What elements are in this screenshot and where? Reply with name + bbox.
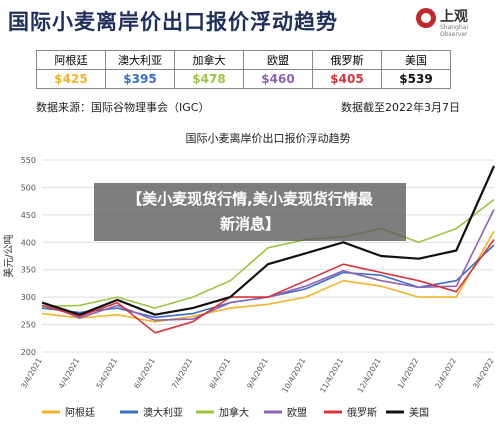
y-tick-label: 300 [21,293,36,302]
overlay-line-2: 新消息】 [219,215,280,233]
price-value: $460 [243,69,313,89]
price-table-header-row: 阿根廷 澳大利亚 加拿大 欧盟 俄罗斯 美国 [36,50,451,70]
y-axis-label: 美元/公吨 [2,234,15,277]
data-source: 数据来源：国际谷物理事会（IGC） [36,101,210,114]
publisher-logo: 上观 Shanghai Observer [416,6,490,38]
x-tick-label: 9/4/2021 [245,356,270,390]
logo-name: 上观 [440,9,468,25]
series-line-0 [41,230,495,323]
y-tick-label: 400 [21,238,36,247]
y-tick-label: 450 [21,211,36,220]
x-tick-label: 1/4/2022 [396,356,421,390]
x-tick-label: 5/4/2021 [94,356,119,390]
article-title-overlay[interactable]: 【美小麦现货行情,美小麦现货行情最 新消息】 [94,183,406,241]
x-tick-label: 3/4/2022 [471,356,496,390]
x-tick-label: 11/4/2021 [318,356,345,394]
price-value: $395 [105,69,175,89]
price-value: $405 [312,69,382,89]
chart-title: 国际小麦离岸价出口报价浮动趋势 [186,131,351,145]
overlay-line-1: 【美小麦现货行情,美小麦现货行情最 [127,190,373,208]
x-tick-label: 8/4/2021 [207,356,232,390]
y-tick-label: 250 [21,321,36,330]
legend-label: 欧盟 [287,407,307,419]
y-tick-label: 550 [21,156,36,165]
data-date: 数据截至2022年3月7日 [341,101,460,114]
x-tick-label: 12/4/2021 [356,356,383,394]
series-line-4 [41,239,495,334]
logo-subtitle: Shanghai Observer [440,24,469,38]
price-table: 阿根廷 澳大利亚 加拿大 欧盟 俄罗斯 美国 $425 $395 $478 $4… [36,50,451,89]
page-title: 国际小麦离岸价出口报价浮动趋势 [8,10,338,34]
price-col-header: 阿根廷 [36,50,106,70]
x-tick-label: 4/4/2021 [57,356,82,390]
series-line-5 [41,165,496,316]
y-tick-label: 500 [21,183,36,192]
y-tick-label: 200 [21,348,36,357]
price-value: $478 [174,69,244,89]
legend-label: 阿根廷 [65,406,95,419]
x-tick-label: 7/4/2021 [170,356,195,390]
x-tick-label: 2/4/2022 [433,356,458,390]
x-tick-label: 10/4/2021 [280,356,307,394]
series-line-1 [41,244,495,319]
legend-label: 澳大利亚 [143,406,183,419]
price-value: $539 [381,69,451,89]
price-table-value-row: $425 $395 $478 $460 $405 $539 [36,69,451,89]
price-value: $425 [36,69,106,89]
x-tick-label: 3/4/2021 [19,356,44,390]
y-tick-label: 350 [21,266,36,275]
x-tick-label: 6/4/2021 [132,356,157,390]
legend-label: 美国 [409,406,429,419]
legend-label: 加拿大 [219,406,249,419]
legend-label: 俄罗斯 [347,406,377,419]
logo-mark-icon [416,8,436,28]
series-line-2 [41,198,495,309]
